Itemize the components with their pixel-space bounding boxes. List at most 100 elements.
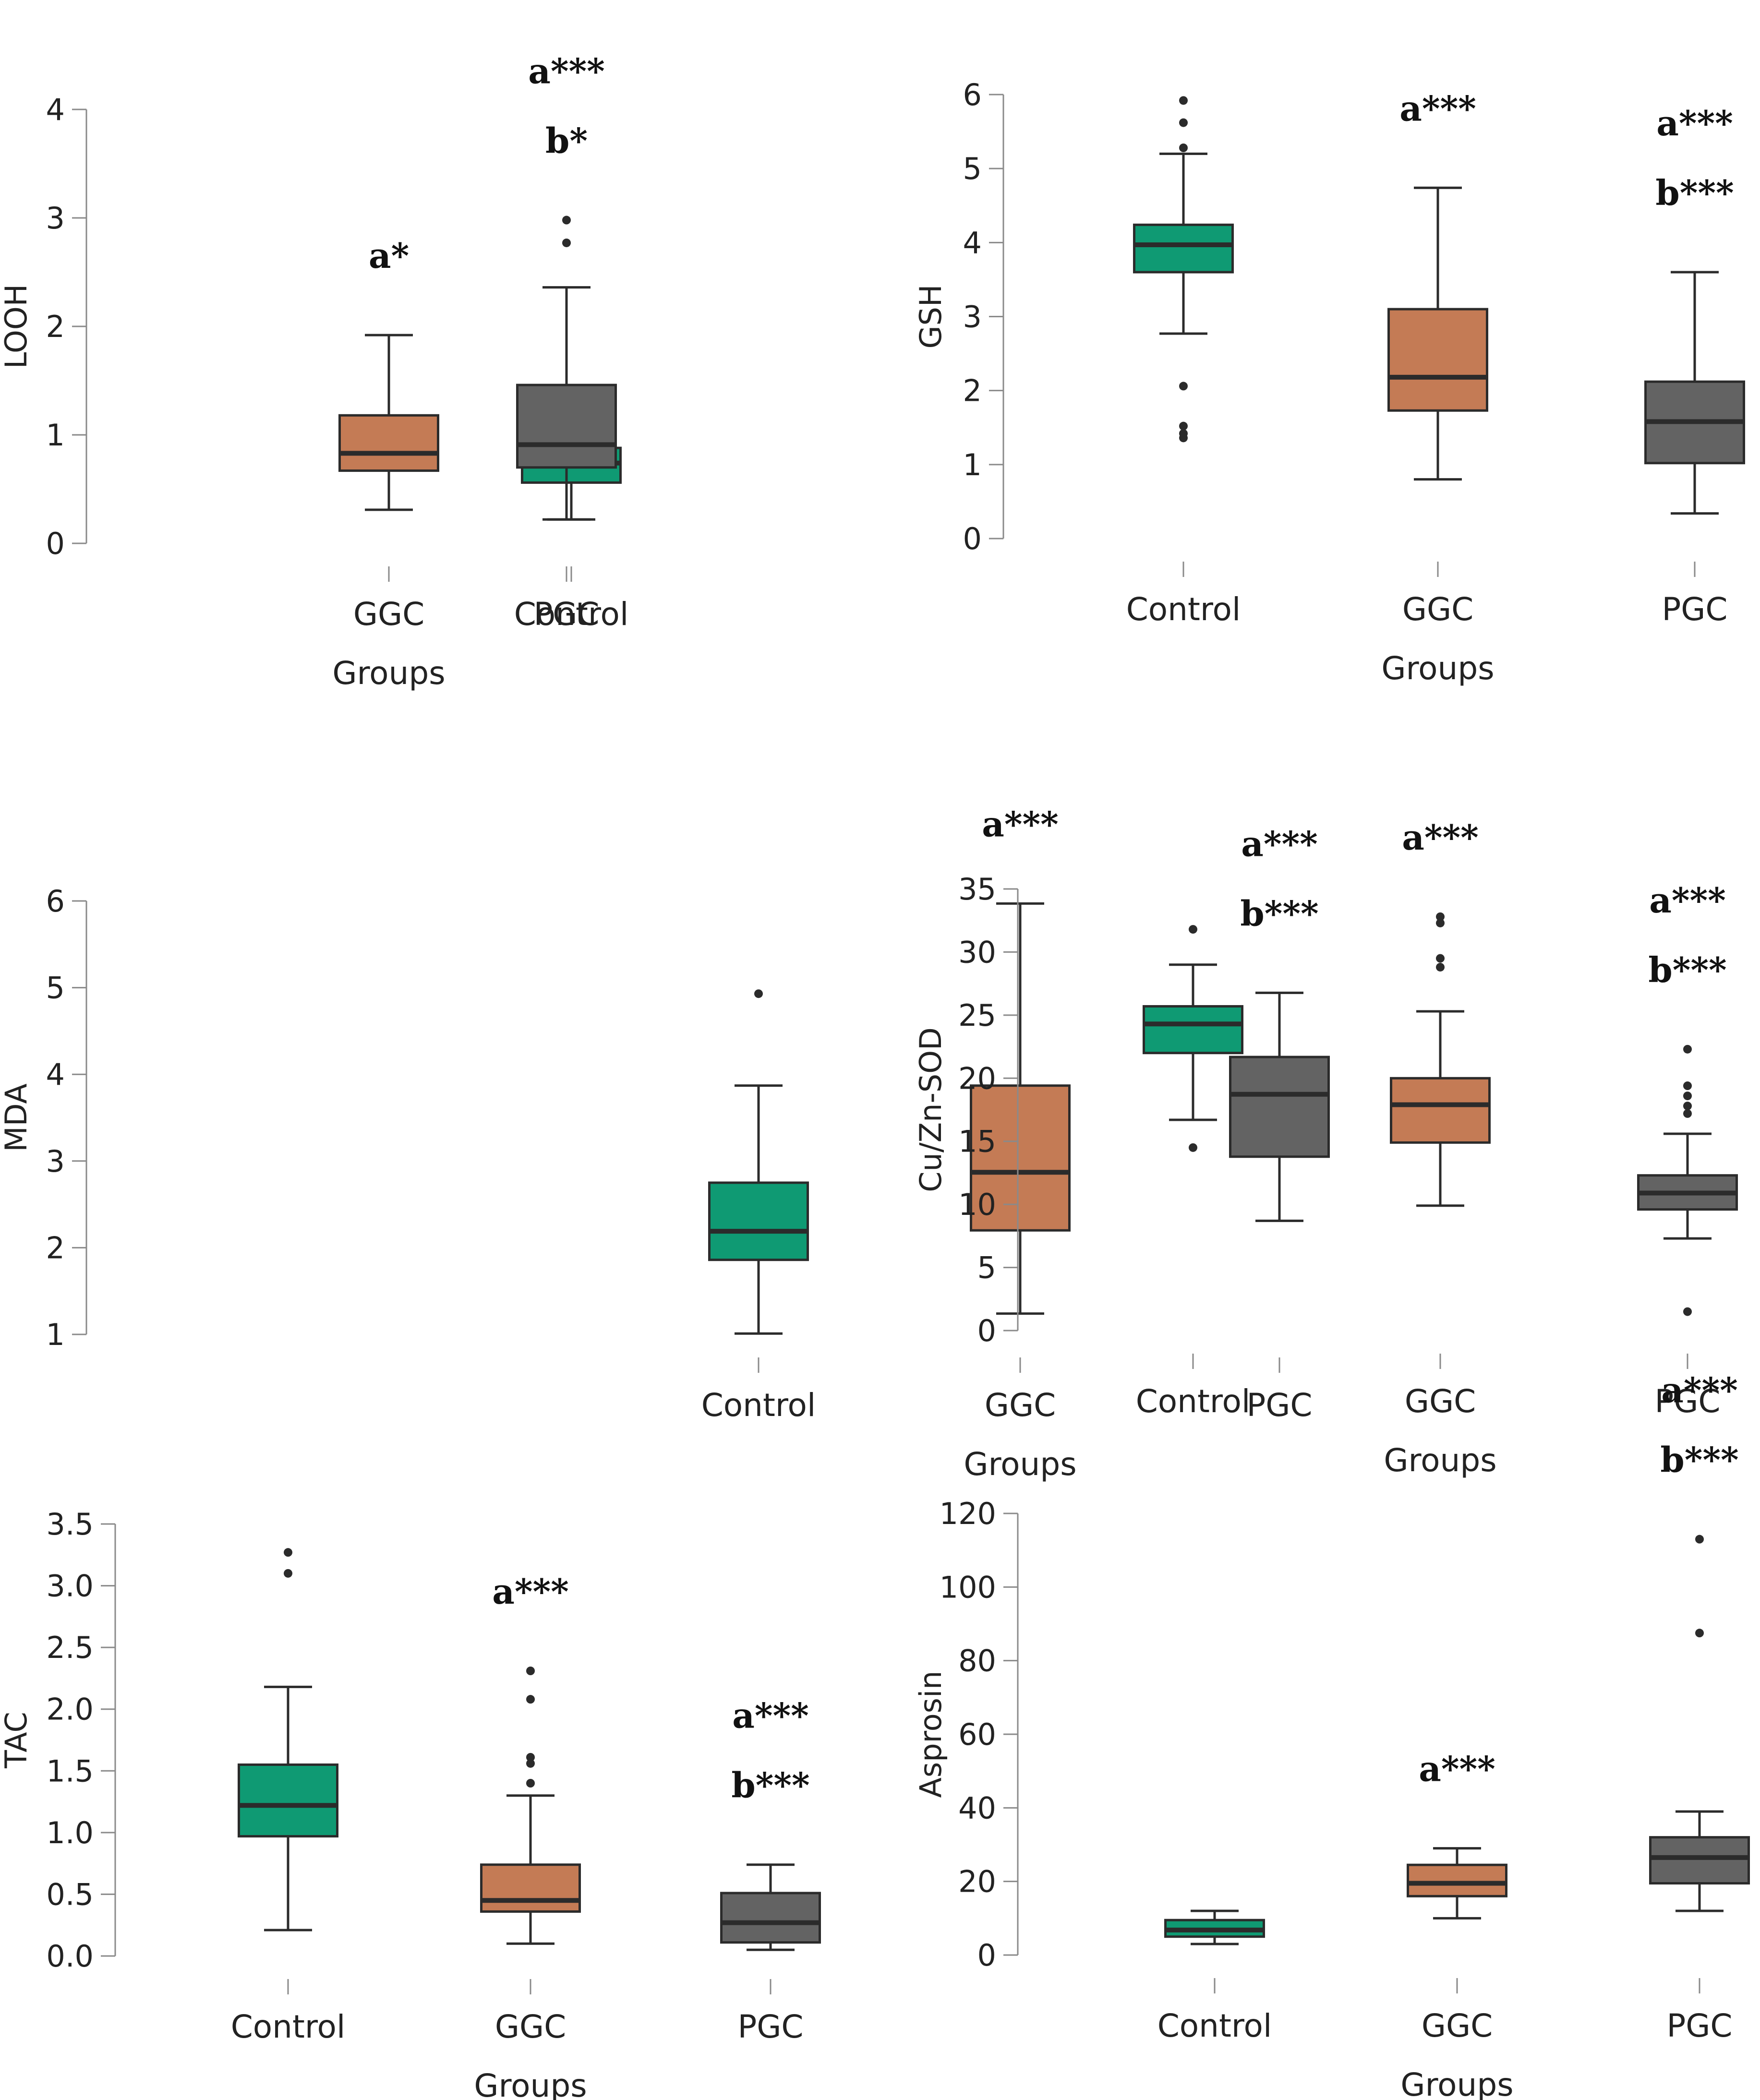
- y-tick-label: 0: [977, 1313, 996, 1348]
- y-tick-label: 2: [963, 373, 982, 408]
- panel-asprosin: 0 20 40 60 80 100 120 Asprosin Control GGC PGC Grou…: [913, 1370, 1750, 2100]
- x-axis-title: Groups: [332, 655, 445, 692]
- panel-cuzn-sod: 0 5 10 15 20 25 30 35 Cu/Zn-SOD Control GGC PGC Grou…: [913, 817, 1738, 1479]
- significance-label: b***: [1655, 172, 1734, 213]
- iqr-box: [708, 1181, 809, 1261]
- box-ggc: [1407, 1847, 1507, 1920]
- box-ggc: [970, 902, 1071, 1315]
- box-control: [1164, 1909, 1265, 1945]
- iqr-box: [1390, 1077, 1491, 1144]
- x-axis-title: Groups: [1400, 2066, 1513, 2100]
- y-tick-label: 1: [46, 418, 65, 453]
- box-control: [1143, 925, 1243, 1152]
- outlier-point: [526, 1695, 535, 1704]
- x-axis-title: Groups: [1381, 650, 1494, 687]
- iqr-box: [1407, 1863, 1507, 1897]
- y-tick-label: 1.5: [46, 1753, 94, 1788]
- outlier-point: [1189, 1143, 1197, 1152]
- significance-label: a***: [1402, 817, 1479, 858]
- y-tick-label: 5: [963, 151, 982, 186]
- y-tick-label: 30: [958, 935, 996, 970]
- iqr-box: [480, 1863, 581, 1913]
- x-tick-label: GGC: [1422, 2007, 1493, 2044]
- box-control: [1133, 96, 1234, 443]
- box-ggc: [1387, 186, 1488, 481]
- iqr-box: [1143, 1005, 1243, 1055]
- outlier-point: [1683, 1092, 1692, 1101]
- outlier-point: [1683, 1307, 1692, 1316]
- y-tick-label: 80: [958, 1644, 996, 1679]
- box-ggc: [1390, 912, 1491, 1207]
- outlier-point: [1683, 1081, 1692, 1091]
- x-tick-label: PGC: [1654, 1383, 1720, 1420]
- panel-looh: 0 1 2 3 4 LOOH Control GGC PGC Groups a* a*** b*: [0, 51, 628, 692]
- outlier-point: [284, 1569, 292, 1578]
- outlier-point: [1179, 144, 1188, 152]
- box-pgc: [1644, 271, 1745, 515]
- box-pgc: [1649, 1535, 1750, 1912]
- outlier-point: [526, 1779, 535, 1788]
- y-tick-label: 1: [46, 1317, 65, 1352]
- outlier-point: [1179, 433, 1188, 443]
- panel-mda: 1 2 3 4 5 6 MDA Control GGC PGC Groups a*** a*** b***: [0, 804, 1330, 1483]
- significance-label: b***: [1240, 893, 1318, 934]
- x-tick-label: GGC: [1405, 1383, 1476, 1420]
- significance-label: a***: [1241, 823, 1318, 864]
- box-control: [708, 989, 809, 1335]
- y-tick-label: 40: [958, 1790, 996, 1825]
- significance-label: b*: [545, 120, 588, 161]
- y-tick-label: 0.5: [46, 1877, 94, 1912]
- outlier-point: [1436, 954, 1445, 963]
- box-pgc: [516, 216, 617, 521]
- y-tick-label: 3: [46, 1144, 65, 1179]
- outlier-point: [1179, 421, 1188, 431]
- panel-tac: 0.0 0.5 1.0 1.5 2.0 2.5 3.0 3.5 TAC Control GGC PGC…: [0, 1507, 821, 2100]
- y-tick-label: 4: [46, 92, 65, 127]
- y-tick-label: 1.0: [46, 1815, 94, 1850]
- panel-gsh: 0 1 2 3 4 5 6 GSH Control GGC PGC Groups a*** a*** b**…: [913, 77, 1745, 687]
- outlier-point: [1179, 382, 1188, 391]
- significance-label: a***: [1399, 88, 1476, 129]
- y-tick-label: 1: [963, 447, 982, 482]
- y-tick-label: 4: [963, 225, 982, 260]
- outlier-point: [1683, 1109, 1692, 1118]
- x-tick-label: Control: [701, 1387, 816, 1424]
- significance-label: a***: [492, 1571, 569, 1612]
- y-tick-label: 0: [963, 521, 982, 556]
- outlier-point: [526, 1667, 535, 1675]
- outlier-point: [754, 989, 763, 998]
- iqr-box: [970, 1084, 1071, 1232]
- box-control: [238, 1548, 338, 1932]
- outlier-point: [1179, 118, 1188, 127]
- x-tick-label: PGC: [1666, 2007, 1732, 2044]
- y-tick-label: 3.5: [46, 1507, 94, 1542]
- y-tick-label: 20: [958, 1061, 996, 1096]
- x-axis-title: Groups: [964, 1446, 1076, 1483]
- significance-label: a***: [1656, 103, 1733, 144]
- y-tick-label: 10: [958, 1187, 996, 1222]
- significance-label: a***: [1649, 880, 1726, 921]
- x-tick-label: PGC: [1662, 591, 1727, 628]
- x-tick-label: Control: [514, 596, 629, 633]
- x-tick-label: PGC: [737, 2008, 803, 2045]
- y-axis-title: LOOH: [0, 284, 34, 369]
- y-tick-label: 0.0: [46, 1939, 94, 1974]
- outlier-point: [1436, 918, 1445, 927]
- significance-label: a***: [732, 1695, 809, 1736]
- y-tick-label: 5: [977, 1250, 996, 1285]
- y-tick-label: 2: [46, 309, 65, 344]
- significance-label: a***: [528, 51, 605, 92]
- y-axis-title: GSH: [913, 284, 948, 348]
- outlier-point: [1436, 962, 1445, 972]
- y-tick-label: 15: [958, 1124, 996, 1159]
- iqr-box: [720, 1892, 821, 1944]
- outlier-point: [1189, 925, 1197, 934]
- outlier-point: [1695, 1629, 1704, 1638]
- y-tick-label: 5: [46, 971, 65, 1006]
- significance-label: a***: [982, 804, 1059, 844]
- box-pgc: [720, 1863, 821, 1951]
- y-tick-label: 3: [46, 201, 65, 236]
- y-tick-label: 60: [958, 1717, 996, 1752]
- x-tick-label: GGC: [353, 596, 424, 633]
